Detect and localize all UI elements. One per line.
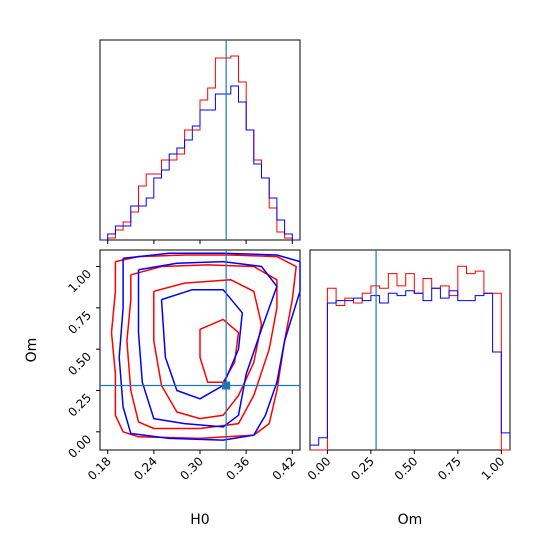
- om-hist-xtick-label: 0.00: [305, 454, 334, 483]
- h0-histogram-series-1: [100, 85, 300, 241]
- contour-ytick-label: 1.00: [65, 267, 94, 296]
- x-axis-label-h0: H0: [190, 512, 209, 528]
- contour-ytick-label: 0.50: [65, 349, 94, 378]
- contour-layer: [100, 250, 301, 450]
- h0-histogram-layer: [100, 40, 300, 241]
- contour-truth-marker: [222, 381, 231, 390]
- contour-series-1-level-2: [160, 288, 244, 400]
- om-hist-xtick-label: 0.50: [392, 454, 421, 483]
- om-hist-xtick-label: 0.25: [348, 454, 377, 483]
- y-axis-label-om: Om: [24, 338, 40, 363]
- om-histogram-layer: [310, 250, 510, 451]
- contour-xtick-label: 0.42: [270, 454, 299, 483]
- om-histogram-series-0: [310, 265, 510, 451]
- contour-series-0-level-2: [153, 279, 263, 420]
- h0-histogram-frame: [99, 39, 301, 241]
- contour-xtick-label: 0.18: [85, 454, 114, 483]
- om-hist-xtick-label: 1.00: [479, 454, 508, 483]
- h0-histogram-series-0: [100, 55, 300, 241]
- contour-ytick-label: 0.75: [65, 308, 94, 337]
- contour-xtick-label: 0.24: [131, 454, 160, 483]
- contour-ytick-label: 0.25: [65, 391, 94, 420]
- contour-series-0-level-1: [126, 264, 278, 430]
- contour-ytick-label: 0.00: [65, 432, 94, 461]
- contour-series-1-level-1: [137, 260, 278, 428]
- axes-layer: 0.18 0.24 0.30 0.36 0.420.000.250.500.751.00…: [65, 240, 507, 483]
- om-histogram-frame: [309, 249, 511, 451]
- contour-series-0-level-0: [110, 254, 297, 440]
- om-histogram-series-1: [310, 287, 510, 446]
- contour-series-1-level-0: [118, 252, 301, 441]
- om-hist-xtick-label: 0.75: [435, 454, 464, 483]
- contour-xtick-label: 0.36: [223, 454, 252, 483]
- contour-xtick-label: 0.30: [177, 454, 206, 483]
- contour-series-0-level-3: [199, 318, 240, 383]
- x-axis-label-om: Om: [398, 512, 423, 528]
